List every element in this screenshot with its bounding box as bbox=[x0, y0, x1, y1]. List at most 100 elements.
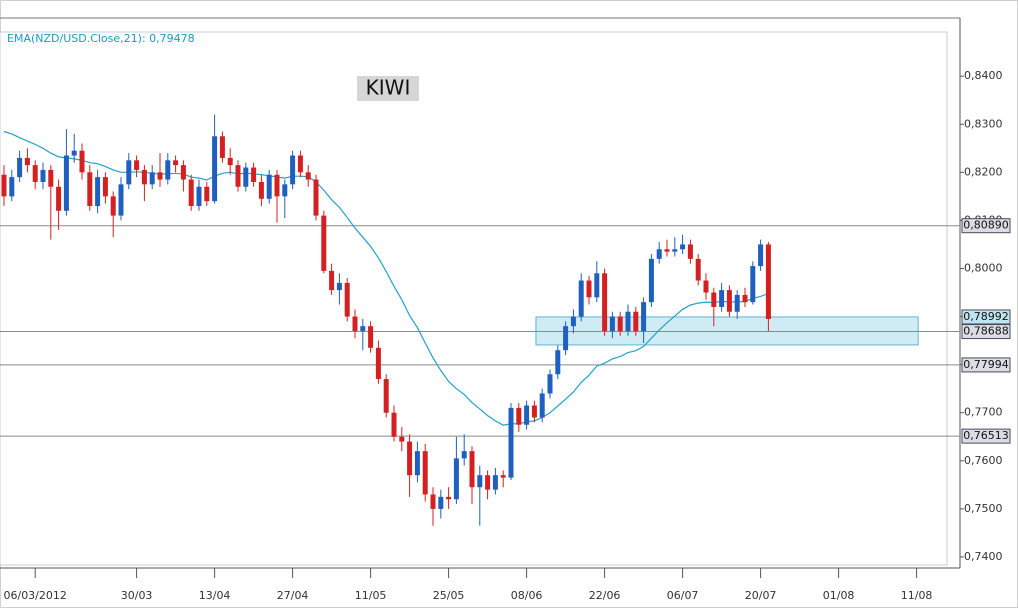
x-tick-label: 06/03/2012 bbox=[3, 589, 66, 602]
candle-body bbox=[219, 136, 225, 158]
candle-body bbox=[290, 155, 296, 185]
candle-body bbox=[360, 326, 366, 331]
candle-body bbox=[602, 273, 608, 331]
candle-body bbox=[118, 184, 124, 216]
candle-body bbox=[126, 160, 132, 185]
candle-body bbox=[586, 280, 592, 298]
candle-body bbox=[110, 196, 116, 216]
candle-body bbox=[765, 244, 771, 319]
candle-body bbox=[79, 150, 85, 173]
candle-body bbox=[321, 215, 327, 271]
candle-body bbox=[56, 186, 62, 211]
candle-body bbox=[48, 169, 54, 187]
candle-body bbox=[461, 451, 467, 459]
candle-body bbox=[188, 179, 194, 206]
support-zone bbox=[535, 316, 919, 346]
candle-body bbox=[625, 311, 631, 331]
y-tick-label: 0,7500 bbox=[964, 502, 1003, 515]
level-box bbox=[961, 357, 1011, 373]
candle-body bbox=[594, 273, 600, 298]
candle-body bbox=[87, 172, 93, 206]
candle-body bbox=[212, 136, 218, 202]
level-label: 0,77994 bbox=[963, 358, 1009, 371]
level-box bbox=[961, 428, 1011, 444]
candle-body bbox=[438, 496, 444, 509]
candle-body bbox=[196, 186, 202, 206]
x-tick-label: 11/05 bbox=[355, 589, 387, 602]
title-box bbox=[357, 76, 419, 101]
candle-body bbox=[563, 326, 569, 351]
candle-body bbox=[391, 412, 397, 437]
y-tick-label: 0,7600 bbox=[964, 454, 1003, 467]
candle-body bbox=[399, 436, 405, 442]
candle-body bbox=[664, 249, 670, 252]
ema-line bbox=[3, 130, 769, 426]
x-tick-label: 25/05 bbox=[433, 589, 465, 602]
candle-body bbox=[63, 155, 69, 211]
candle-body bbox=[609, 316, 615, 331]
candle-body bbox=[578, 280, 584, 317]
candle-body bbox=[165, 160, 171, 180]
candle-body bbox=[656, 249, 662, 259]
candle-body bbox=[617, 316, 623, 331]
candle-body bbox=[641, 302, 647, 331]
candle-body bbox=[680, 244, 686, 250]
candle-body bbox=[500, 475, 506, 478]
x-tick-label: 22/06 bbox=[589, 589, 621, 602]
candle-body bbox=[141, 169, 147, 185]
candle-body bbox=[375, 347, 381, 380]
candle-body bbox=[492, 475, 498, 490]
x-tick-label: 11/08 bbox=[901, 589, 933, 602]
candle-body bbox=[313, 179, 319, 216]
candle-body bbox=[547, 374, 553, 394]
legend-entry: EMA(NZD/USD.Close,21): 0,79478 bbox=[7, 32, 195, 45]
candle-body bbox=[446, 496, 452, 500]
candle-body bbox=[555, 350, 561, 375]
candle-body bbox=[32, 165, 38, 182]
candle-body bbox=[453, 458, 459, 500]
candle-body bbox=[24, 157, 30, 166]
candle-body bbox=[703, 280, 709, 293]
x-tick-label: 20/07 bbox=[745, 589, 777, 602]
candle-body bbox=[352, 316, 358, 331]
candle-body bbox=[235, 165, 241, 187]
level-label: 0,78688 bbox=[963, 325, 1009, 338]
candle-body bbox=[524, 405, 530, 425]
y-tick-label: 0,8200 bbox=[964, 165, 1003, 178]
x-tick-label: 13/04 bbox=[199, 589, 231, 602]
candle-body bbox=[469, 451, 475, 488]
candle-body bbox=[750, 266, 756, 303]
candle-body bbox=[336, 282, 342, 291]
level-box bbox=[961, 324, 1011, 340]
candle-body bbox=[243, 167, 249, 187]
candle-body bbox=[508, 407, 514, 478]
y-tick-label: 0,7700 bbox=[964, 406, 1003, 419]
y-tick-label: 0,8300 bbox=[964, 117, 1003, 130]
x-tick-label: 08/06 bbox=[511, 589, 543, 602]
candle-body bbox=[430, 494, 436, 509]
candle-body bbox=[282, 184, 288, 197]
candle-body bbox=[297, 155, 303, 173]
candle-body bbox=[149, 172, 155, 185]
candle-body bbox=[570, 316, 576, 327]
zone-box bbox=[961, 309, 1011, 325]
candle-body bbox=[672, 249, 678, 252]
candle-body bbox=[695, 258, 701, 281]
candle-body bbox=[204, 186, 210, 202]
candle-body bbox=[1, 174, 7, 197]
x-tick-label: 27/04 bbox=[277, 589, 309, 602]
candle-body bbox=[414, 451, 420, 476]
candle-body bbox=[531, 405, 537, 418]
candle-body bbox=[173, 160, 179, 166]
candle-body bbox=[17, 157, 23, 178]
candle-body bbox=[134, 160, 140, 170]
candle-body bbox=[687, 244, 693, 259]
candle-body bbox=[719, 290, 725, 307]
candle-body bbox=[383, 379, 389, 413]
candle-body bbox=[368, 326, 374, 348]
level-box bbox=[961, 218, 1011, 234]
candle-body bbox=[251, 167, 257, 182]
candle-body bbox=[516, 407, 522, 425]
